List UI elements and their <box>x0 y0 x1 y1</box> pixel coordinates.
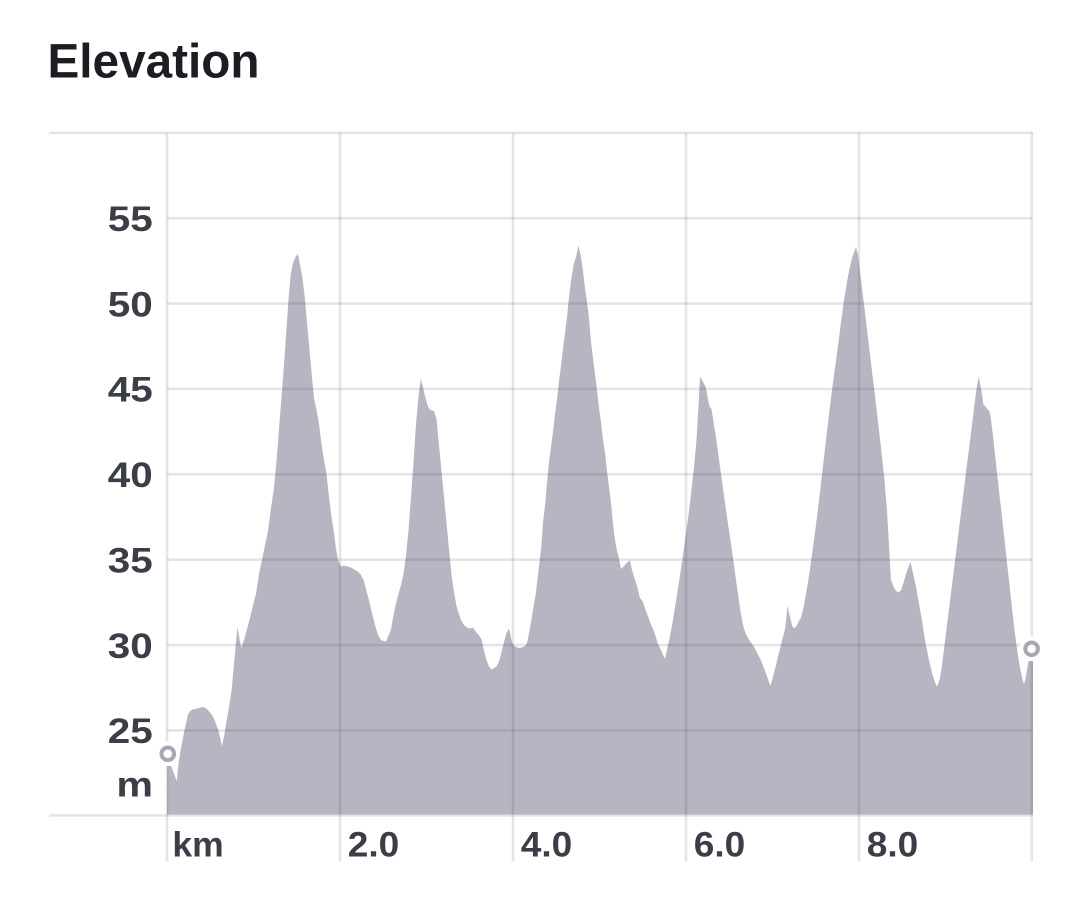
svg-text:30: 30 <box>108 626 153 666</box>
svg-text:25: 25 <box>108 711 153 751</box>
svg-text:2.0: 2.0 <box>348 824 400 864</box>
svg-text:50: 50 <box>108 284 153 324</box>
svg-text:Elevation: Elevation <box>48 35 260 89</box>
svg-text:55: 55 <box>108 199 153 239</box>
svg-text:8.0: 8.0 <box>867 824 919 864</box>
svg-text:m: m <box>116 765 153 805</box>
svg-text:6.0: 6.0 <box>694 824 746 864</box>
svg-text:km: km <box>172 824 223 864</box>
svg-text:45: 45 <box>108 370 153 410</box>
svg-text:40: 40 <box>108 455 153 495</box>
svg-text:35: 35 <box>108 540 153 580</box>
svg-text:4.0: 4.0 <box>521 824 573 864</box>
